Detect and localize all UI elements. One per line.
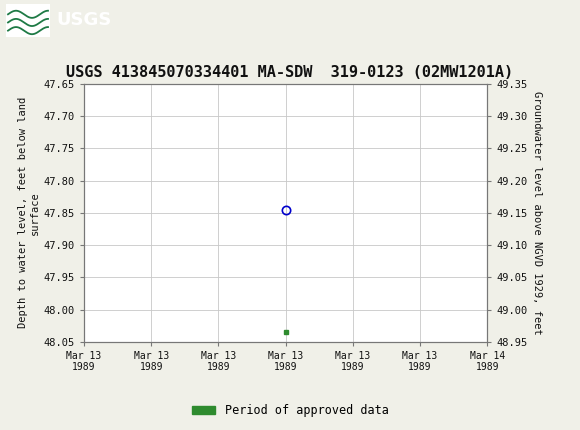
Bar [6,4,50,37]
Text: USGS 413845070334401 MA-SDW  319-0123 (02MW1201A): USGS 413845070334401 MA-SDW 319-0123 (02… [67,65,513,80]
Legend: Period of approved data: Period of approved data [187,399,393,422]
Y-axis label: Depth to water level, feet below land
surface: Depth to water level, feet below land su… [18,97,39,329]
Text: USGS: USGS [56,12,111,29]
Y-axis label: Groundwater level above NGVD 1929, feet: Groundwater level above NGVD 1929, feet [532,91,542,335]
